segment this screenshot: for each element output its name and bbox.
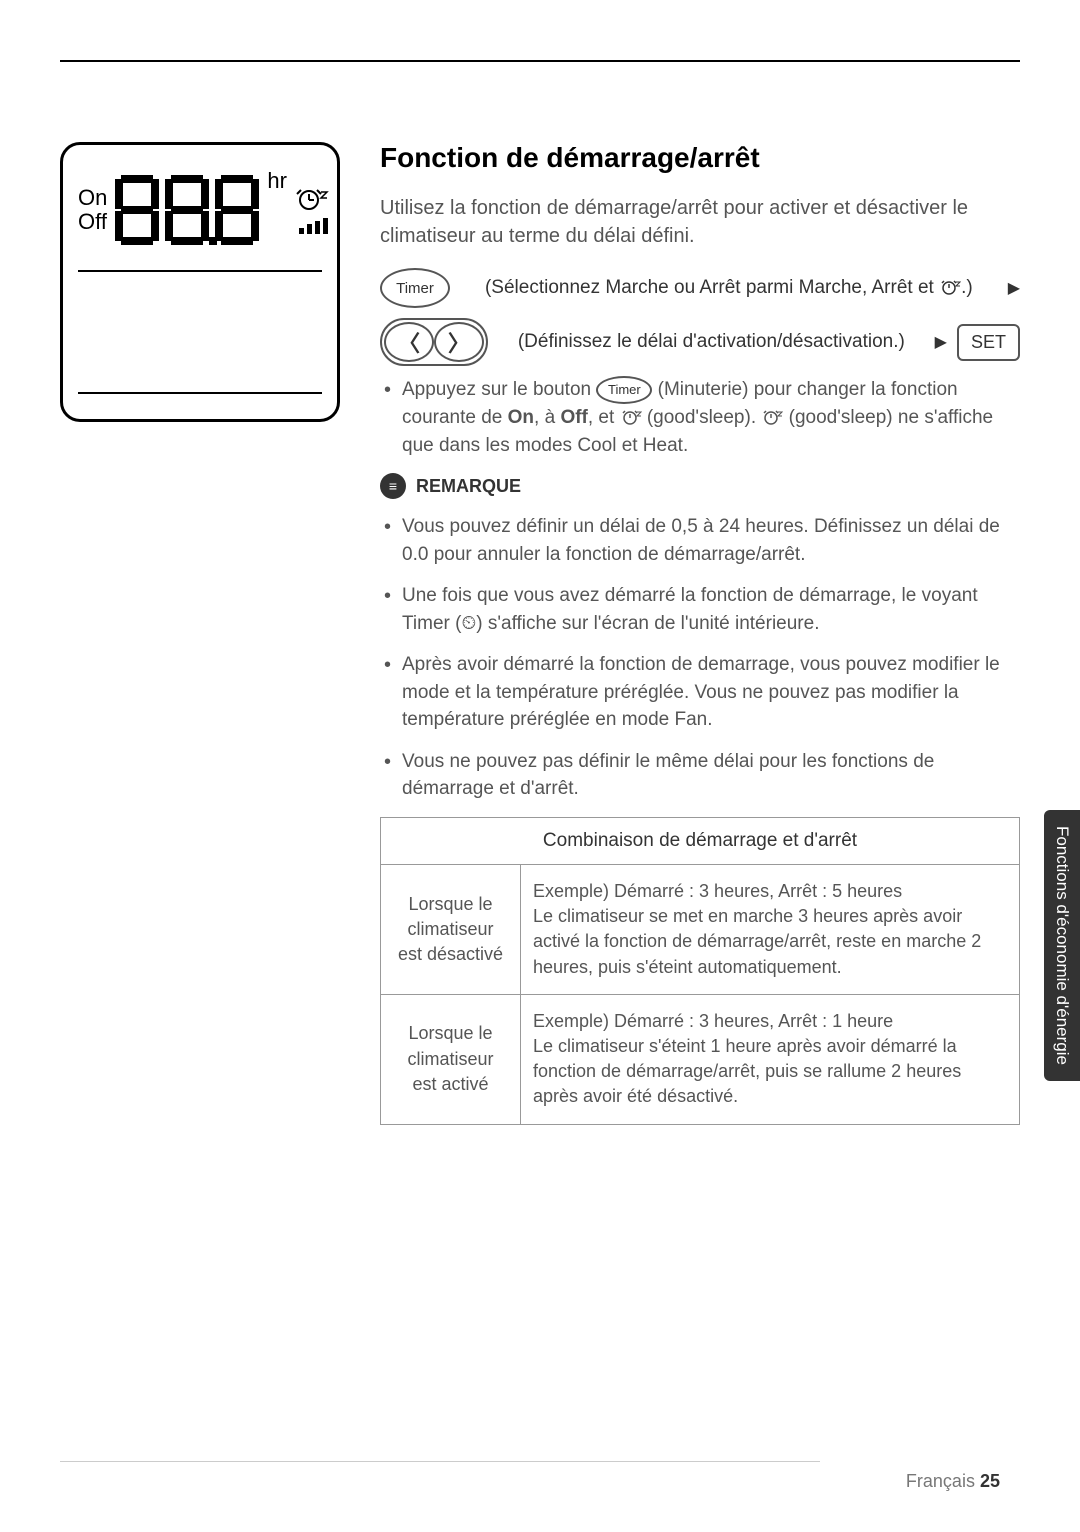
flow-row-2: 〈 〉 (Définissez le délai d'activation/dé…	[380, 318, 1020, 366]
seven-seg-digit	[115, 175, 159, 245]
intro-text: Utilisez la fonction de démarrage/arrêt …	[380, 194, 1020, 250]
flow-row-1: Timer (Sélectionnez Marche ou Arrêt parm…	[380, 268, 1020, 308]
table-row-content: Exemple) Démarré : 3 heures, Arrêt : 5 h…	[521, 865, 1020, 995]
note-list: Vous pouvez définir un délai de 0,5 à 24…	[380, 513, 1020, 803]
note-item: Vous ne pouvez pas définir le même délai…	[380, 748, 1020, 803]
fb-and: , et	[588, 407, 620, 428]
flow-bullet-list: Appuyez sur le bouton Timer (Minuterie) …	[380, 376, 1020, 459]
table-row-label: Lorsque le climatiseur est désactivé	[381, 865, 521, 995]
display-separator	[78, 270, 322, 272]
flow-bullet-item: Appuyez sur le bouton Timer (Minuterie) …	[380, 376, 1020, 459]
flow-step1-text: (Sélectionnez Marche ou Arrêt parmi Marc…	[460, 277, 998, 299]
arrow-right-icon: ▶	[935, 332, 947, 352]
arrow-button-pair: 〈 〉	[380, 318, 488, 366]
note-item: Après avoir démarré la fonction de demar…	[380, 651, 1020, 734]
section-title: Fonction de démarrage/arrêt	[380, 142, 1020, 174]
side-tab: Fonctions d'économie d'énergie	[1044, 810, 1080, 1081]
seven-seg-digit	[215, 175, 259, 245]
remote-display-panel: On Off	[60, 142, 340, 422]
arrow-right-icon: ▶	[1008, 278, 1020, 298]
timer-button[interactable]: Timer	[380, 268, 450, 308]
footer-page: 25	[980, 1471, 1000, 1491]
goodsleep-icon	[939, 277, 961, 299]
on-label: On	[78, 186, 107, 210]
hr-label: hr	[267, 168, 287, 194]
left-column: On Off	[60, 142, 340, 1125]
top-rule	[60, 60, 1020, 62]
table-row: Lorsque le climatiseur est désactivé Exe…	[381, 865, 1020, 995]
fb-gs: (good'sleep).	[642, 407, 762, 428]
right-arrow-button[interactable]: 〉	[434, 322, 484, 362]
signal-icon	[299, 218, 329, 234]
table-row-content: Exemple) Démarré : 3 heures, Arrêt : 1 h…	[521, 994, 1020, 1124]
flow-step1-prefix: (Sélectionnez Marche ou Arrêt parmi Marc…	[485, 277, 934, 298]
display-icons	[295, 186, 329, 234]
note-heading: ≡ REMARQUE	[380, 473, 1020, 499]
set-button[interactable]: SET	[957, 324, 1020, 361]
seven-seg-digit	[165, 175, 209, 245]
note-label: REMARQUE	[416, 476, 521, 497]
display-separator	[78, 392, 322, 394]
page-footer: Français 25	[906, 1471, 1000, 1492]
table-desc: Le climatiseur s'éteint 1 heure après av…	[533, 1034, 1007, 1110]
note-item: Une fois que vous avez démarré la foncti…	[380, 582, 1020, 637]
table-row-label: Lorsque le climatiseur est activé	[381, 994, 521, 1124]
table-row: Lorsque le climatiseur est activé Exempl…	[381, 994, 1020, 1124]
note-icon: ≡	[380, 473, 406, 499]
left-arrow-button[interactable]: 〈	[384, 322, 434, 362]
note-item: Vous pouvez définir un délai de 0,5 à 24…	[380, 513, 1020, 568]
table-header: Combinaison de démarrage et d'arrêt	[381, 818, 1020, 865]
timer-button-inline: Timer	[596, 376, 652, 404]
right-column: Fonction de démarrage/arrêt Utilisez la …	[380, 142, 1020, 1125]
flow-step2-text: (Définissez le délai d'activation/désact…	[498, 331, 925, 353]
goodsleep-icon	[295, 186, 329, 214]
combination-table: Combinaison de démarrage et d'arrêt Lors…	[380, 817, 1020, 1125]
table-example-line: Exemple) Démarré : 3 heures, Arrêt : 5 h…	[533, 879, 1007, 904]
fb-prefix: Appuyez sur le bouton	[402, 379, 596, 400]
content-wrap: On Off	[60, 142, 1020, 1125]
table-desc: Le climatiseur se met en marche 3 heures…	[533, 904, 1007, 980]
table-header-row: Combinaison de démarrage et d'arrêt	[381, 818, 1020, 865]
flow-step1-suffix: .)	[961, 277, 973, 298]
fb-off: Off	[560, 407, 587, 428]
fb-to: , à	[534, 407, 560, 428]
digit-group	[115, 175, 259, 245]
off-label: Off	[78, 210, 107, 234]
footer-rule	[60, 1461, 820, 1462]
fb-on: On	[508, 407, 534, 428]
goodsleep-icon	[761, 407, 783, 429]
goodsleep-icon	[620, 407, 642, 429]
display-top-row: On Off	[78, 160, 322, 260]
table-example-line: Exemple) Démarré : 3 heures, Arrêt : 1 h…	[533, 1009, 1007, 1034]
onoff-labels: On Off	[78, 186, 107, 234]
footer-lang: Français	[906, 1471, 975, 1491]
